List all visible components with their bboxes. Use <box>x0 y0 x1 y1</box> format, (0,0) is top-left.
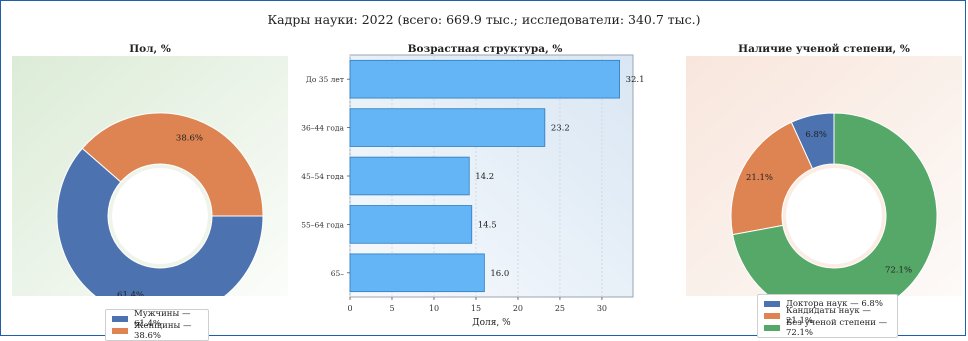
bar-value-label: 32.1 <box>626 75 645 85</box>
degree-legend-item: Кандидаты наук — 21.1% <box>764 306 889 326</box>
y-tick-label: 55–64 года <box>301 220 344 229</box>
bar-36-44-года <box>349 108 546 147</box>
degree-donut-hole <box>786 168 882 264</box>
y-tick-label: До 35 лет <box>306 75 344 84</box>
gender-donut-hole <box>112 168 208 264</box>
x-tick-label: 0 <box>347 304 352 313</box>
gender-donut-chart: 61.4% 38.6% <box>12 56 288 296</box>
age-chart-title: Возрастная структура, % <box>407 43 563 55</box>
x-tick-label: 25 <box>555 304 565 313</box>
degree-donut-chart: 6.8% 21.1% 72.1% <box>686 56 962 296</box>
bar-value-label: 14.2 <box>475 172 494 182</box>
x-axis-label: Доля, % <box>472 318 511 328</box>
age-bar-chart: 0 5 10 15 20 25 30 До 35 лет 32.1 36–44 года 23.2 4… <box>301 54 645 328</box>
gender-pct-label: 38.6% <box>176 133 203 143</box>
gender-legend-label: Женщины — 38.6% <box>134 321 192 341</box>
gender-slice-женщины <box>81 112 264 217</box>
degree-slice-кандидаты-наук <box>730 121 814 236</box>
gender-legend-item: Мужчины — 61.4% <box>112 309 200 329</box>
degree-legend-label: Кандидаты наук — 21.1% <box>786 306 871 326</box>
degree-legend-swatch <box>764 325 780 331</box>
gender-legend-swatch <box>112 316 128 322</box>
gender-legend-item: Женщины — 38.6% <box>112 321 200 341</box>
degree-legend-swatch <box>764 313 780 319</box>
figure-title: Кадры науки: 2022 (всего: 669.9 тыс.; ис… <box>267 12 701 27</box>
bar-до-35-лет <box>349 59 620 99</box>
gender-legend-swatch <box>112 328 128 334</box>
gender-legend: Мужчины — 61.4% Женщины — 38.6% <box>105 309 209 341</box>
bar-65 <box>349 253 485 293</box>
degree-legend-item: Доктора наук — 6.8% <box>764 298 889 310</box>
bar-value-label: 23.2 <box>551 124 570 134</box>
gender-chart-title: Пол, % <box>129 43 171 55</box>
x-tick-label: 30 <box>597 304 607 313</box>
x-tick-label: 10 <box>429 304 439 313</box>
y-tick-label: 36–44 года <box>301 124 344 133</box>
degree-pct-label: 72.1% <box>885 266 912 276</box>
gender-legend-label: Мужчины — 61.4% <box>134 309 191 329</box>
x-tick-label: 5 <box>389 304 394 313</box>
degree-slice-без-ученой-степени <box>732 112 938 296</box>
bar-55-64-года <box>349 205 473 244</box>
bar-value-label: 14.5 <box>478 220 497 230</box>
x-tick-label: 15 <box>471 304 481 313</box>
y-tick-label: 65– <box>331 269 345 278</box>
degree-legend: Доктора наук — 6.8% Кандидаты наук — 21.1… <box>757 294 898 338</box>
x-tick-label: 20 <box>513 304 523 313</box>
degree-pct-label: 21.1% <box>746 173 773 183</box>
bar-45-54-года <box>349 156 470 196</box>
bar-value-label: 16.0 <box>490 269 509 279</box>
gender-pct-label: 61.4% <box>117 291 144 296</box>
degree-legend-label: Без ученой степени — 72.1% <box>786 318 888 338</box>
y-tick-label: 45–54 года <box>301 172 344 181</box>
degree-chart-title: Наличие ученой степени, % <box>738 43 910 55</box>
degree-legend-swatch <box>764 301 780 307</box>
degree-pct-label: 6.8% <box>805 130 827 140</box>
gender-slice-мужчины <box>56 147 264 296</box>
degree-legend-item: Без ученой степени — 72.1% <box>764 318 889 338</box>
degree-legend-label: Доктора наук — 6.8% <box>786 299 883 309</box>
